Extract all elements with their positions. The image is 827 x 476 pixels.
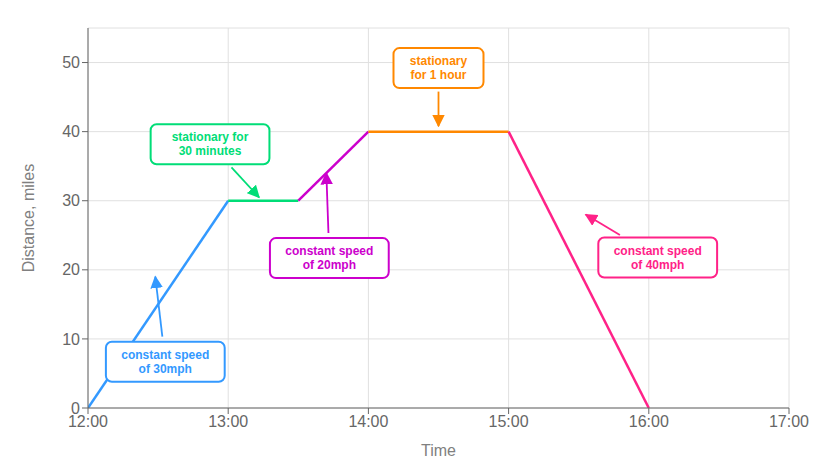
svg-text:constant speedof 30mph: constant speedof 30mph xyxy=(121,348,209,376)
svg-text:constant speedof 20mph: constant speedof 20mph xyxy=(285,244,373,272)
svg-text:17:00: 17:00 xyxy=(769,413,809,430)
svg-text:16:00: 16:00 xyxy=(629,413,669,430)
svg-text:Distance, miles: Distance, miles xyxy=(20,164,37,272)
svg-text:Time: Time xyxy=(421,442,456,459)
svg-text:constant speedof 40mph: constant speedof 40mph xyxy=(614,244,702,272)
svg-text:stationary for30 minutes: stationary for30 minutes xyxy=(172,130,249,158)
svg-text:30: 30 xyxy=(62,192,80,209)
svg-text:stationaryfor 1 hour: stationaryfor 1 hour xyxy=(410,54,468,82)
svg-text:15:00: 15:00 xyxy=(489,413,529,430)
svg-text:13:00: 13:00 xyxy=(208,413,248,430)
svg-text:14:00: 14:00 xyxy=(348,413,388,430)
svg-text:12:00: 12:00 xyxy=(68,413,108,431)
svg-text:40: 40 xyxy=(62,123,80,140)
svg-text:10: 10 xyxy=(62,331,80,348)
svg-text:50: 50 xyxy=(62,54,80,71)
svg-text:20: 20 xyxy=(62,261,80,278)
svg-text:0: 0 xyxy=(71,400,80,417)
